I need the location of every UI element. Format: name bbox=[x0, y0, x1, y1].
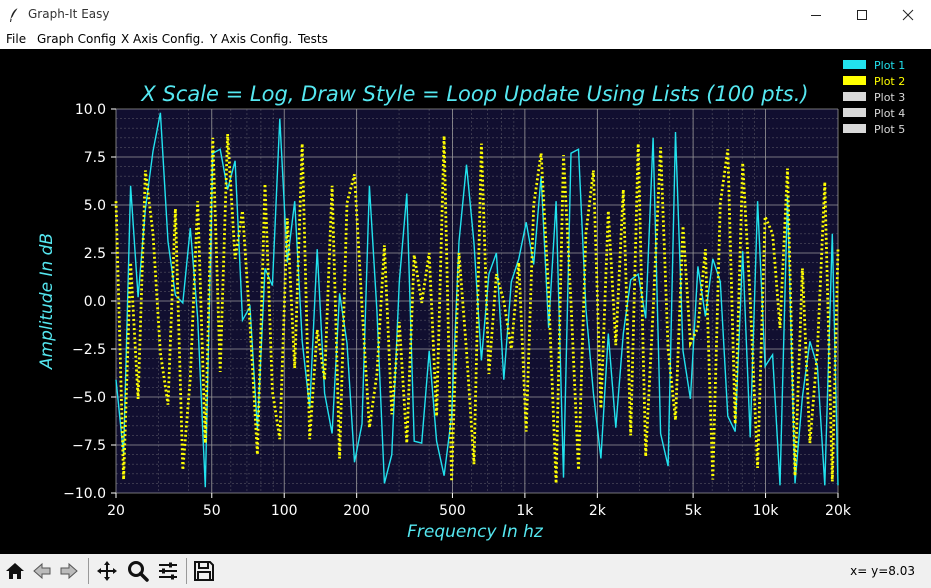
chart-svg: 20 50 100 200 500 1k 2k 5k 10k 20k 10.0 7.5 5.0 2.5 0.… bbox=[37, 59, 905, 542]
menu-bar: File Graph Config X Axis Config. Y Axis … bbox=[0, 30, 931, 49]
home-icon[interactable] bbox=[3, 559, 27, 583]
close-button[interactable] bbox=[885, 0, 931, 30]
x-tick-label: 50 bbox=[203, 503, 221, 519]
legend-swatch-2 bbox=[843, 76, 866, 85]
maximize-button[interactable] bbox=[839, 0, 885, 30]
y-tick-label: −10.0 bbox=[63, 486, 106, 502]
close-icon bbox=[902, 9, 914, 21]
y-tick-label: 2.5 bbox=[84, 246, 106, 262]
window-title: Graph-It Easy bbox=[28, 7, 110, 21]
chart-title: X Scale = Log, Draw Style = Loop Update … bbox=[140, 82, 808, 106]
legend-swatch-5 bbox=[843, 124, 866, 133]
legend-label-3: Plot 3 bbox=[874, 91, 905, 104]
menu-tests[interactable]: Tests bbox=[298, 32, 328, 46]
y-tick-label: −7.5 bbox=[72, 438, 106, 454]
legend-label-1: Plot 1 bbox=[874, 59, 905, 72]
menu-graph-config[interactable]: Graph Config bbox=[37, 32, 117, 46]
x-tick-label: 20 bbox=[107, 503, 125, 519]
legend-label-4: Plot 4 bbox=[874, 107, 905, 120]
series-line-2 bbox=[114, 133, 840, 484]
menu-x-axis-config[interactable]: X Axis Config. bbox=[121, 32, 205, 46]
y-tick-label: −2.5 bbox=[72, 342, 106, 358]
legend-swatch-1 bbox=[843, 60, 866, 69]
x-tick-label: 1k bbox=[516, 503, 534, 519]
coordinate-readout: x= y=8.03 bbox=[850, 564, 915, 578]
feather-icon bbox=[10, 7, 19, 22]
configure-subplots-icon[interactable] bbox=[156, 559, 180, 583]
x-tick-label: 20k bbox=[825, 503, 852, 519]
navigation-toolbar: x= y=8.03 bbox=[0, 554, 931, 588]
legend-label-2: Plot 2 bbox=[874, 75, 905, 88]
legend-swatch-4 bbox=[843, 108, 866, 117]
save-icon[interactable] bbox=[192, 559, 216, 583]
y-tick-label: 10.0 bbox=[75, 102, 106, 118]
zoom-icon[interactable] bbox=[126, 559, 150, 583]
menu-file[interactable]: File bbox=[6, 32, 27, 46]
menu-y-axis-config[interactable]: Y Axis Config. bbox=[210, 32, 293, 46]
forward-arrow-icon[interactable] bbox=[57, 559, 81, 583]
minimize-button[interactable] bbox=[793, 0, 839, 30]
plot-canvas[interactable]: 20 50 100 200 500 1k 2k 5k 10k 20k 10.0 7.5 5.0 2.5 0.… bbox=[0, 49, 931, 554]
y-axis-label: Amplitude In dB bbox=[37, 233, 57, 370]
y-tick-label: 7.5 bbox=[84, 150, 106, 166]
x-tick-label: 200 bbox=[343, 503, 370, 519]
x-tick-label: 500 bbox=[439, 503, 466, 519]
y-tick-label: 5.0 bbox=[84, 198, 106, 214]
toolbar-divider bbox=[186, 558, 187, 584]
legend-label-5: Plot 5 bbox=[874, 123, 905, 136]
x-tick-label: 5k bbox=[685, 503, 703, 519]
y-tick-label: 0.0 bbox=[84, 294, 106, 310]
x-tick-label: 10k bbox=[753, 503, 780, 519]
back-arrow-icon[interactable] bbox=[30, 559, 54, 583]
x-tick-label: 100 bbox=[271, 503, 298, 519]
toolbar-divider bbox=[88, 558, 89, 584]
maximize-icon bbox=[857, 10, 867, 20]
legend-swatch-3 bbox=[843, 92, 866, 101]
minimize-icon bbox=[811, 15, 821, 16]
pan-icon[interactable] bbox=[95, 559, 119, 583]
y-tick-label: −5.0 bbox=[72, 390, 106, 406]
x-axis-label: Frequency In hz bbox=[407, 522, 544, 542]
window-titlebar: Graph-It Easy bbox=[0, 0, 931, 30]
x-tick-label: 2k bbox=[589, 503, 607, 519]
